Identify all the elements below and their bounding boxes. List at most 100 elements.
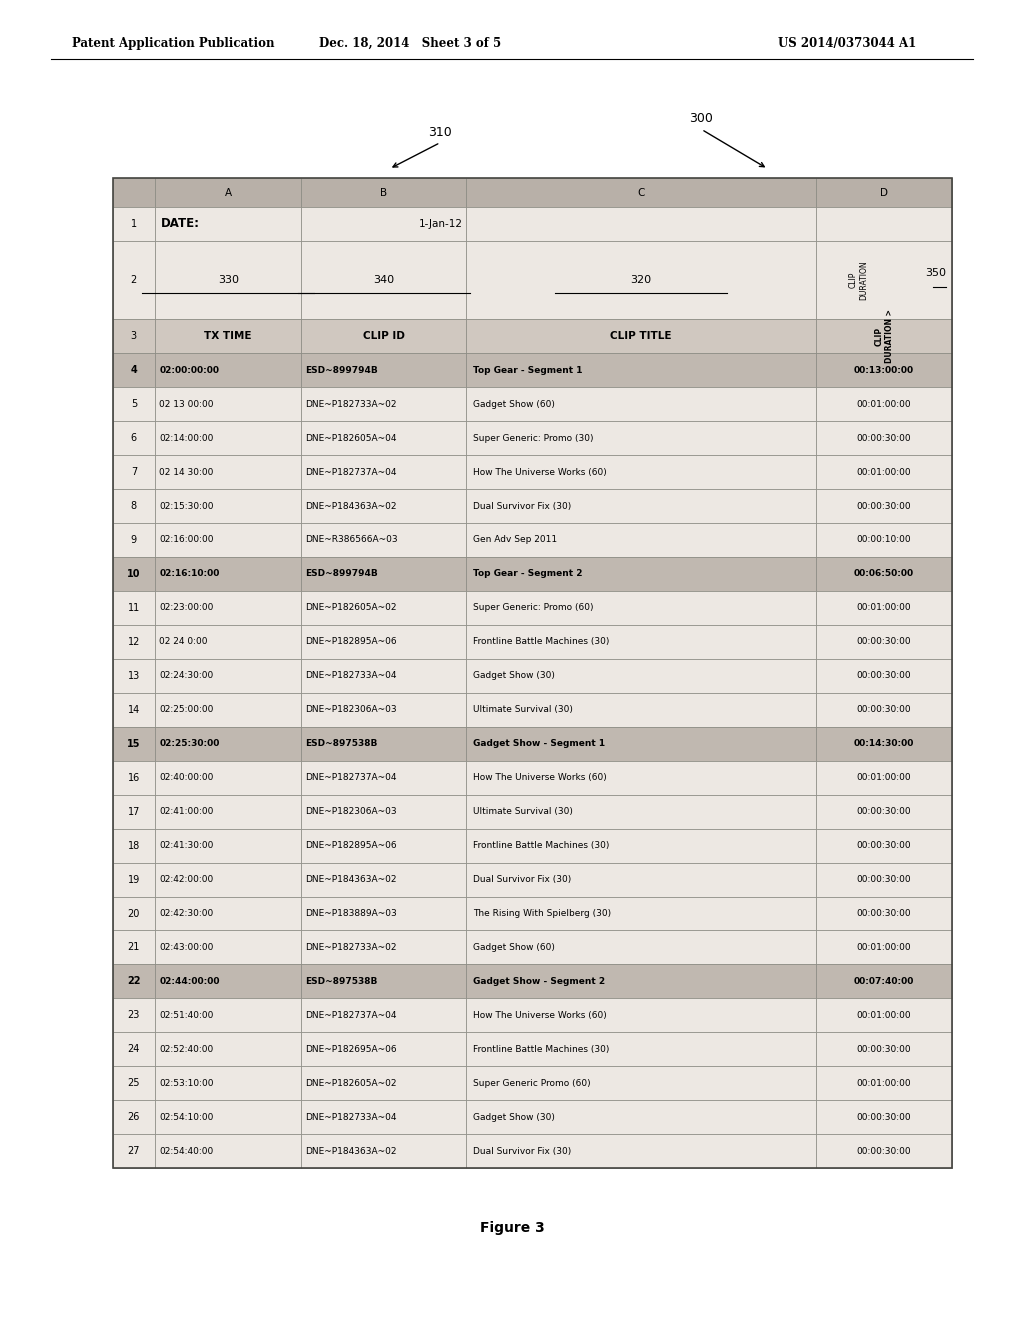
Text: US 2014/0373044 A1: US 2014/0373044 A1: [778, 37, 916, 50]
Text: Super Generic: Promo (60): Super Generic: Promo (60): [473, 603, 593, 612]
Text: Patent Application Publication: Patent Application Publication: [72, 37, 274, 50]
Text: Frontline Battle Machines (30): Frontline Battle Machines (30): [473, 638, 609, 647]
Text: 12: 12: [128, 636, 140, 647]
Text: Dual Survivor Fix (30): Dual Survivor Fix (30): [473, 1147, 570, 1156]
Text: DNE~P184363A~02: DNE~P184363A~02: [305, 1147, 397, 1156]
Text: 02:53:10:00: 02:53:10:00: [159, 1078, 214, 1088]
Text: 00:01:00:00: 00:01:00:00: [857, 603, 911, 612]
Text: Ultimate Survival (30): Ultimate Survival (30): [473, 705, 572, 714]
Text: Dual Survivor Fix (30): Dual Survivor Fix (30): [473, 502, 570, 511]
Text: 02:24:30:00: 02:24:30:00: [159, 672, 213, 680]
Text: 00:13:00:00: 00:13:00:00: [854, 366, 914, 375]
Text: 02:51:40:00: 02:51:40:00: [159, 1011, 214, 1020]
Text: DNE~P182605A~04: DNE~P182605A~04: [305, 433, 397, 442]
Text: 02:16:00:00: 02:16:00:00: [159, 536, 214, 544]
Text: TX TIME: TX TIME: [205, 331, 252, 342]
Text: CLIP TITLE: CLIP TITLE: [610, 331, 672, 342]
Text: CLIP
DURATION: CLIP DURATION: [849, 260, 868, 300]
Text: DNE~P182605A~02: DNE~P182605A~02: [305, 603, 397, 612]
Text: 02 24 0:00: 02 24 0:00: [159, 638, 208, 647]
Text: DATE:: DATE:: [161, 218, 201, 231]
Text: 00:00:30:00: 00:00:30:00: [857, 1045, 911, 1053]
Text: B: B: [380, 187, 387, 198]
Text: 00:00:30:00: 00:00:30:00: [857, 841, 911, 850]
Text: ESD~899794B: ESD~899794B: [305, 569, 378, 578]
Text: DNE~R386566A~03: DNE~R386566A~03: [305, 536, 398, 544]
Text: DNE~P182737A~04: DNE~P182737A~04: [305, 1011, 397, 1020]
Text: C: C: [637, 187, 645, 198]
Text: DNE~P182733A~04: DNE~P182733A~04: [305, 1113, 397, 1122]
Text: 9: 9: [131, 535, 137, 545]
Text: CLIP ID: CLIP ID: [362, 331, 404, 342]
Text: 23: 23: [128, 1010, 140, 1020]
Text: Gen Adv Sep 2011: Gen Adv Sep 2011: [473, 536, 557, 544]
Text: 02:14:00:00: 02:14:00:00: [159, 433, 214, 442]
Text: Dec. 18, 2014   Sheet 3 of 5: Dec. 18, 2014 Sheet 3 of 5: [318, 37, 501, 50]
Text: 00:01:00:00: 00:01:00:00: [857, 1011, 911, 1020]
Text: 02:23:00:00: 02:23:00:00: [159, 603, 214, 612]
Text: 350: 350: [925, 268, 946, 279]
Text: 4: 4: [130, 366, 137, 375]
Text: DNE~P182895A~06: DNE~P182895A~06: [305, 638, 397, 647]
Text: 1: 1: [131, 219, 137, 228]
Text: 8: 8: [131, 502, 137, 511]
Text: 320: 320: [631, 275, 651, 285]
FancyArrowPatch shape: [703, 131, 764, 166]
Text: DNE~P182733A~02: DNE~P182733A~02: [305, 942, 397, 952]
Text: ESD~897538B: ESD~897538B: [305, 977, 378, 986]
Text: 3: 3: [131, 331, 137, 342]
Text: 00:00:30:00: 00:00:30:00: [857, 1147, 911, 1156]
Text: 6: 6: [131, 433, 137, 444]
Text: 20: 20: [128, 908, 140, 919]
Text: 02:54:40:00: 02:54:40:00: [159, 1147, 213, 1156]
Text: Figure 3: Figure 3: [479, 1221, 545, 1234]
Text: 16: 16: [128, 772, 140, 783]
Text: A: A: [224, 187, 231, 198]
Text: Gadget Show (60): Gadget Show (60): [473, 942, 554, 952]
Text: 00:00:30:00: 00:00:30:00: [857, 638, 911, 647]
Text: Gadget Show (60): Gadget Show (60): [473, 400, 554, 409]
Text: 02:00:00:00: 02:00:00:00: [159, 366, 219, 375]
Text: Gadget Show (30): Gadget Show (30): [473, 1113, 554, 1122]
Text: CLIP
DURATION >: CLIP DURATION >: [874, 309, 894, 363]
Text: ESD~897538B: ESD~897538B: [305, 739, 378, 748]
Text: ESD~899794B: ESD~899794B: [305, 366, 378, 375]
Text: 00:00:30:00: 00:00:30:00: [857, 1113, 911, 1122]
Text: Top Gear - Segment 2: Top Gear - Segment 2: [473, 569, 582, 578]
Text: DNE~P182306A~03: DNE~P182306A~03: [305, 705, 397, 714]
Text: 00:00:10:00: 00:00:10:00: [857, 536, 911, 544]
Text: 02:52:40:00: 02:52:40:00: [159, 1045, 213, 1053]
Text: 02:54:10:00: 02:54:10:00: [159, 1113, 214, 1122]
Text: 00:00:30:00: 00:00:30:00: [857, 807, 911, 816]
Text: 340: 340: [374, 275, 394, 285]
Text: 02 13 00:00: 02 13 00:00: [159, 400, 214, 409]
Text: 22: 22: [127, 977, 140, 986]
Text: 10: 10: [127, 569, 140, 579]
Text: DNE~P182737A~04: DNE~P182737A~04: [305, 467, 397, 477]
Text: 00:01:00:00: 00:01:00:00: [857, 1078, 911, 1088]
Text: 19: 19: [128, 875, 140, 884]
Text: 00:14:30:00: 00:14:30:00: [854, 739, 914, 748]
Text: 02:40:00:00: 02:40:00:00: [159, 774, 214, 783]
Text: DNE~P182733A~04: DNE~P182733A~04: [305, 672, 397, 680]
Text: 02:25:30:00: 02:25:30:00: [159, 739, 219, 748]
Text: 02:15:30:00: 02:15:30:00: [159, 502, 214, 511]
Text: 02:41:00:00: 02:41:00:00: [159, 807, 214, 816]
Text: 02:41:30:00: 02:41:30:00: [159, 841, 214, 850]
Text: DNE~P184363A~02: DNE~P184363A~02: [305, 502, 397, 511]
Text: 300: 300: [689, 112, 714, 125]
Text: DNE~P182733A~02: DNE~P182733A~02: [305, 400, 397, 409]
Text: 1-Jan-12: 1-Jan-12: [419, 219, 463, 228]
Text: 00:06:50:00: 00:06:50:00: [854, 569, 914, 578]
Text: 00:00:30:00: 00:00:30:00: [857, 909, 911, 917]
Text: 00:00:30:00: 00:00:30:00: [857, 672, 911, 680]
Text: 17: 17: [128, 807, 140, 817]
Text: 02:42:00:00: 02:42:00:00: [159, 875, 213, 884]
Text: DNE~P182737A~04: DNE~P182737A~04: [305, 774, 397, 783]
Text: 00:01:00:00: 00:01:00:00: [857, 774, 911, 783]
Text: How The Universe Works (60): How The Universe Works (60): [473, 1011, 606, 1020]
Text: 00:01:00:00: 00:01:00:00: [857, 400, 911, 409]
Text: 00:01:00:00: 00:01:00:00: [857, 467, 911, 477]
Text: 00:07:40:00: 00:07:40:00: [854, 977, 914, 986]
Text: 330: 330: [218, 275, 239, 285]
